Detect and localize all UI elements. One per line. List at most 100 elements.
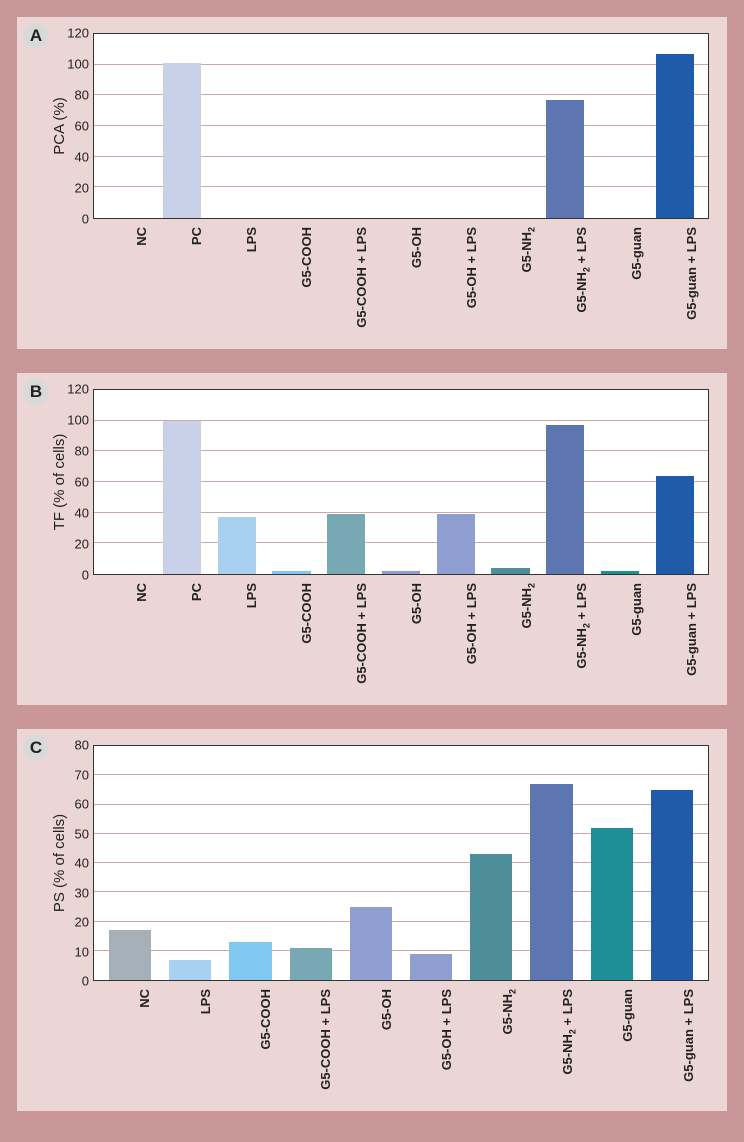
y-tick: 100 bbox=[67, 57, 89, 72]
x-label-slot: G5-NH2 bbox=[483, 579, 538, 691]
y-tick: 100 bbox=[67, 413, 89, 428]
x-label-slot: LPS bbox=[159, 985, 219, 1097]
bar-slot bbox=[647, 390, 702, 574]
bar bbox=[410, 954, 452, 980]
x-label: NC bbox=[134, 227, 149, 246]
y-tick: 120 bbox=[67, 26, 89, 41]
x-label: G5-COOH bbox=[299, 227, 314, 288]
x-label-slot: G5-guan + LPS bbox=[648, 579, 703, 691]
x-label: PC bbox=[189, 227, 204, 245]
bar-slot bbox=[401, 746, 461, 980]
x-label: G5-NH2 + LPS bbox=[560, 989, 578, 1075]
bar bbox=[229, 942, 271, 980]
x-label: PC bbox=[189, 583, 204, 601]
bar-slot bbox=[319, 390, 374, 574]
x-label: G5-guan + LPS bbox=[684, 227, 699, 320]
x-label-slot: LPS bbox=[209, 579, 264, 691]
bars bbox=[94, 34, 708, 218]
figure-container: APCA (%)020406080100120NCPCLPSG5-COOHG5-… bbox=[0, 0, 744, 1142]
y-tick: 10 bbox=[75, 944, 89, 959]
bar-slot bbox=[374, 34, 429, 218]
x-label-slot: NC bbox=[99, 985, 159, 1097]
y-tick: 80 bbox=[75, 88, 89, 103]
bar bbox=[591, 828, 633, 980]
y-tick: 20 bbox=[75, 537, 89, 552]
panel-A: APCA (%)020406080100120NCPCLPSG5-COOHG5-… bbox=[12, 12, 732, 354]
x-label: G5-NH2 + LPS bbox=[574, 227, 592, 313]
x-label-slot: G5-COOH bbox=[264, 223, 319, 335]
x-label: G5-guan bbox=[620, 989, 635, 1042]
bar-slot bbox=[374, 390, 429, 574]
x-label-slot: G5-OH bbox=[341, 985, 401, 1097]
y-tick: 20 bbox=[75, 181, 89, 196]
x-label: LPS bbox=[244, 583, 259, 608]
x-label-slot: G5-COOH + LPS bbox=[319, 223, 374, 335]
bar-slot bbox=[483, 34, 538, 218]
y-ticks: 01020304050607080 bbox=[59, 745, 89, 981]
bar-slot bbox=[538, 34, 593, 218]
x-label: G5-OH bbox=[409, 583, 424, 624]
y-tick: 0 bbox=[82, 568, 89, 583]
y-tick: 40 bbox=[75, 506, 89, 521]
x-labels: NCLPSG5-COOHG5-COOH + LPSG5-OHG5-OH + LP… bbox=[93, 985, 709, 1097]
y-tick: 0 bbox=[82, 974, 89, 989]
bar bbox=[109, 930, 151, 980]
bar bbox=[656, 476, 694, 574]
bar bbox=[546, 100, 584, 218]
x-label: G5-OH + LPS bbox=[464, 583, 479, 664]
bar-slot bbox=[593, 34, 648, 218]
y-tick: 0 bbox=[82, 212, 89, 227]
x-label-slot: G5-OH + LPS bbox=[428, 579, 483, 691]
y-tick: 120 bbox=[67, 382, 89, 397]
x-label-slot: NC bbox=[99, 579, 154, 691]
bars bbox=[94, 390, 708, 574]
y-tick: 40 bbox=[75, 856, 89, 871]
bar bbox=[169, 960, 211, 980]
y-tick: 50 bbox=[75, 826, 89, 841]
bar bbox=[601, 571, 639, 574]
x-label-slot: PC bbox=[154, 579, 209, 691]
x-label: NC bbox=[134, 583, 149, 602]
x-labels: NC PC LPS G5-COOH G5-COOH + LPS G5-OH G5-OH + … bbox=[93, 579, 709, 691]
x-labels: NCPCLPSG5-COOHG5-COOH + LPSG5-OHG5-OH + … bbox=[93, 223, 709, 335]
x-label: G5-guan bbox=[629, 583, 644, 636]
bar-slot bbox=[341, 746, 401, 980]
bar-slot bbox=[264, 390, 319, 574]
bar bbox=[350, 907, 392, 980]
bar-slot bbox=[264, 34, 319, 218]
x-label: G5-COOH bbox=[299, 583, 314, 644]
bar bbox=[290, 948, 332, 980]
bar bbox=[491, 568, 529, 574]
bar-slot bbox=[483, 390, 538, 574]
x-label-slot: NC bbox=[99, 223, 154, 335]
bar-slot bbox=[100, 34, 155, 218]
bar bbox=[382, 571, 420, 574]
bar-slot bbox=[319, 34, 374, 218]
x-label: G5-guan bbox=[629, 227, 644, 280]
x-label: G5-COOH + LPS bbox=[354, 583, 369, 684]
bar-slot bbox=[100, 390, 155, 574]
bar-slot bbox=[521, 746, 581, 980]
bar-slot bbox=[428, 390, 483, 574]
bar-slot bbox=[461, 746, 521, 980]
y-ticks: 020406080100120 bbox=[59, 33, 89, 219]
bar-slot bbox=[642, 746, 702, 980]
x-label-slot: PC bbox=[154, 223, 209, 335]
bar bbox=[530, 784, 572, 980]
bar-slot bbox=[593, 390, 648, 574]
x-label-slot: G5-guan + LPS bbox=[643, 985, 703, 1097]
bar bbox=[163, 421, 201, 574]
bar-slot bbox=[428, 34, 483, 218]
x-label-slot: G5-NH2 + LPS bbox=[538, 223, 593, 335]
x-label: LPS bbox=[244, 227, 259, 252]
x-label-slot: G5-OH bbox=[374, 223, 429, 335]
x-label: G5-OH bbox=[379, 989, 394, 1030]
x-label-slot: G5-COOH + LPS bbox=[319, 579, 374, 691]
x-label-slot: G5-COOH bbox=[220, 985, 280, 1097]
y-tick: 70 bbox=[75, 767, 89, 782]
plot-area bbox=[93, 745, 709, 981]
bar bbox=[327, 514, 365, 574]
bar-slot bbox=[538, 390, 593, 574]
x-label: G5-NH2 bbox=[519, 583, 537, 628]
x-label-slot: G5-NH2 bbox=[461, 985, 521, 1097]
